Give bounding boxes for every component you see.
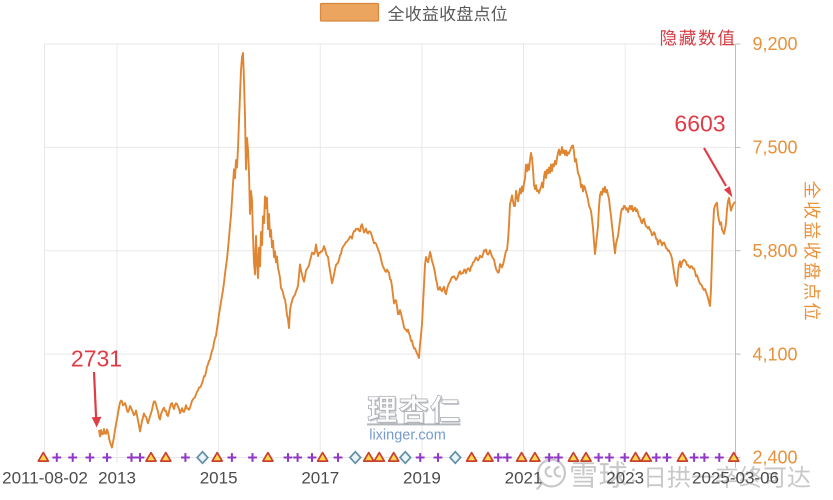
svg-text:5,800: 5,800 <box>753 241 798 261</box>
svg-text:2025-03-06: 2025-03-06 <box>692 469 779 488</box>
svg-text:2011-08-02: 2011-08-02 <box>2 469 88 488</box>
svg-text:2731: 2731 <box>71 346 122 372</box>
svg-text:2015: 2015 <box>200 469 238 488</box>
svg-text:2017: 2017 <box>301 469 339 488</box>
svg-text:2021: 2021 <box>505 469 543 488</box>
svg-text:7,500: 7,500 <box>753 138 798 158</box>
svg-text:2013: 2013 <box>98 469 136 488</box>
svg-text::: : <box>630 460 637 488</box>
svg-text:9,200: 9,200 <box>753 34 798 54</box>
svg-text:4,100: 4,100 <box>753 344 798 364</box>
svg-text:2023: 2023 <box>606 469 644 488</box>
svg-text:2,400: 2,400 <box>753 448 798 468</box>
svg-text:lixinger.com: lixinger.com <box>369 428 446 444</box>
svg-text:6603: 6603 <box>674 111 725 137</box>
svg-text:2019: 2019 <box>403 469 441 488</box>
